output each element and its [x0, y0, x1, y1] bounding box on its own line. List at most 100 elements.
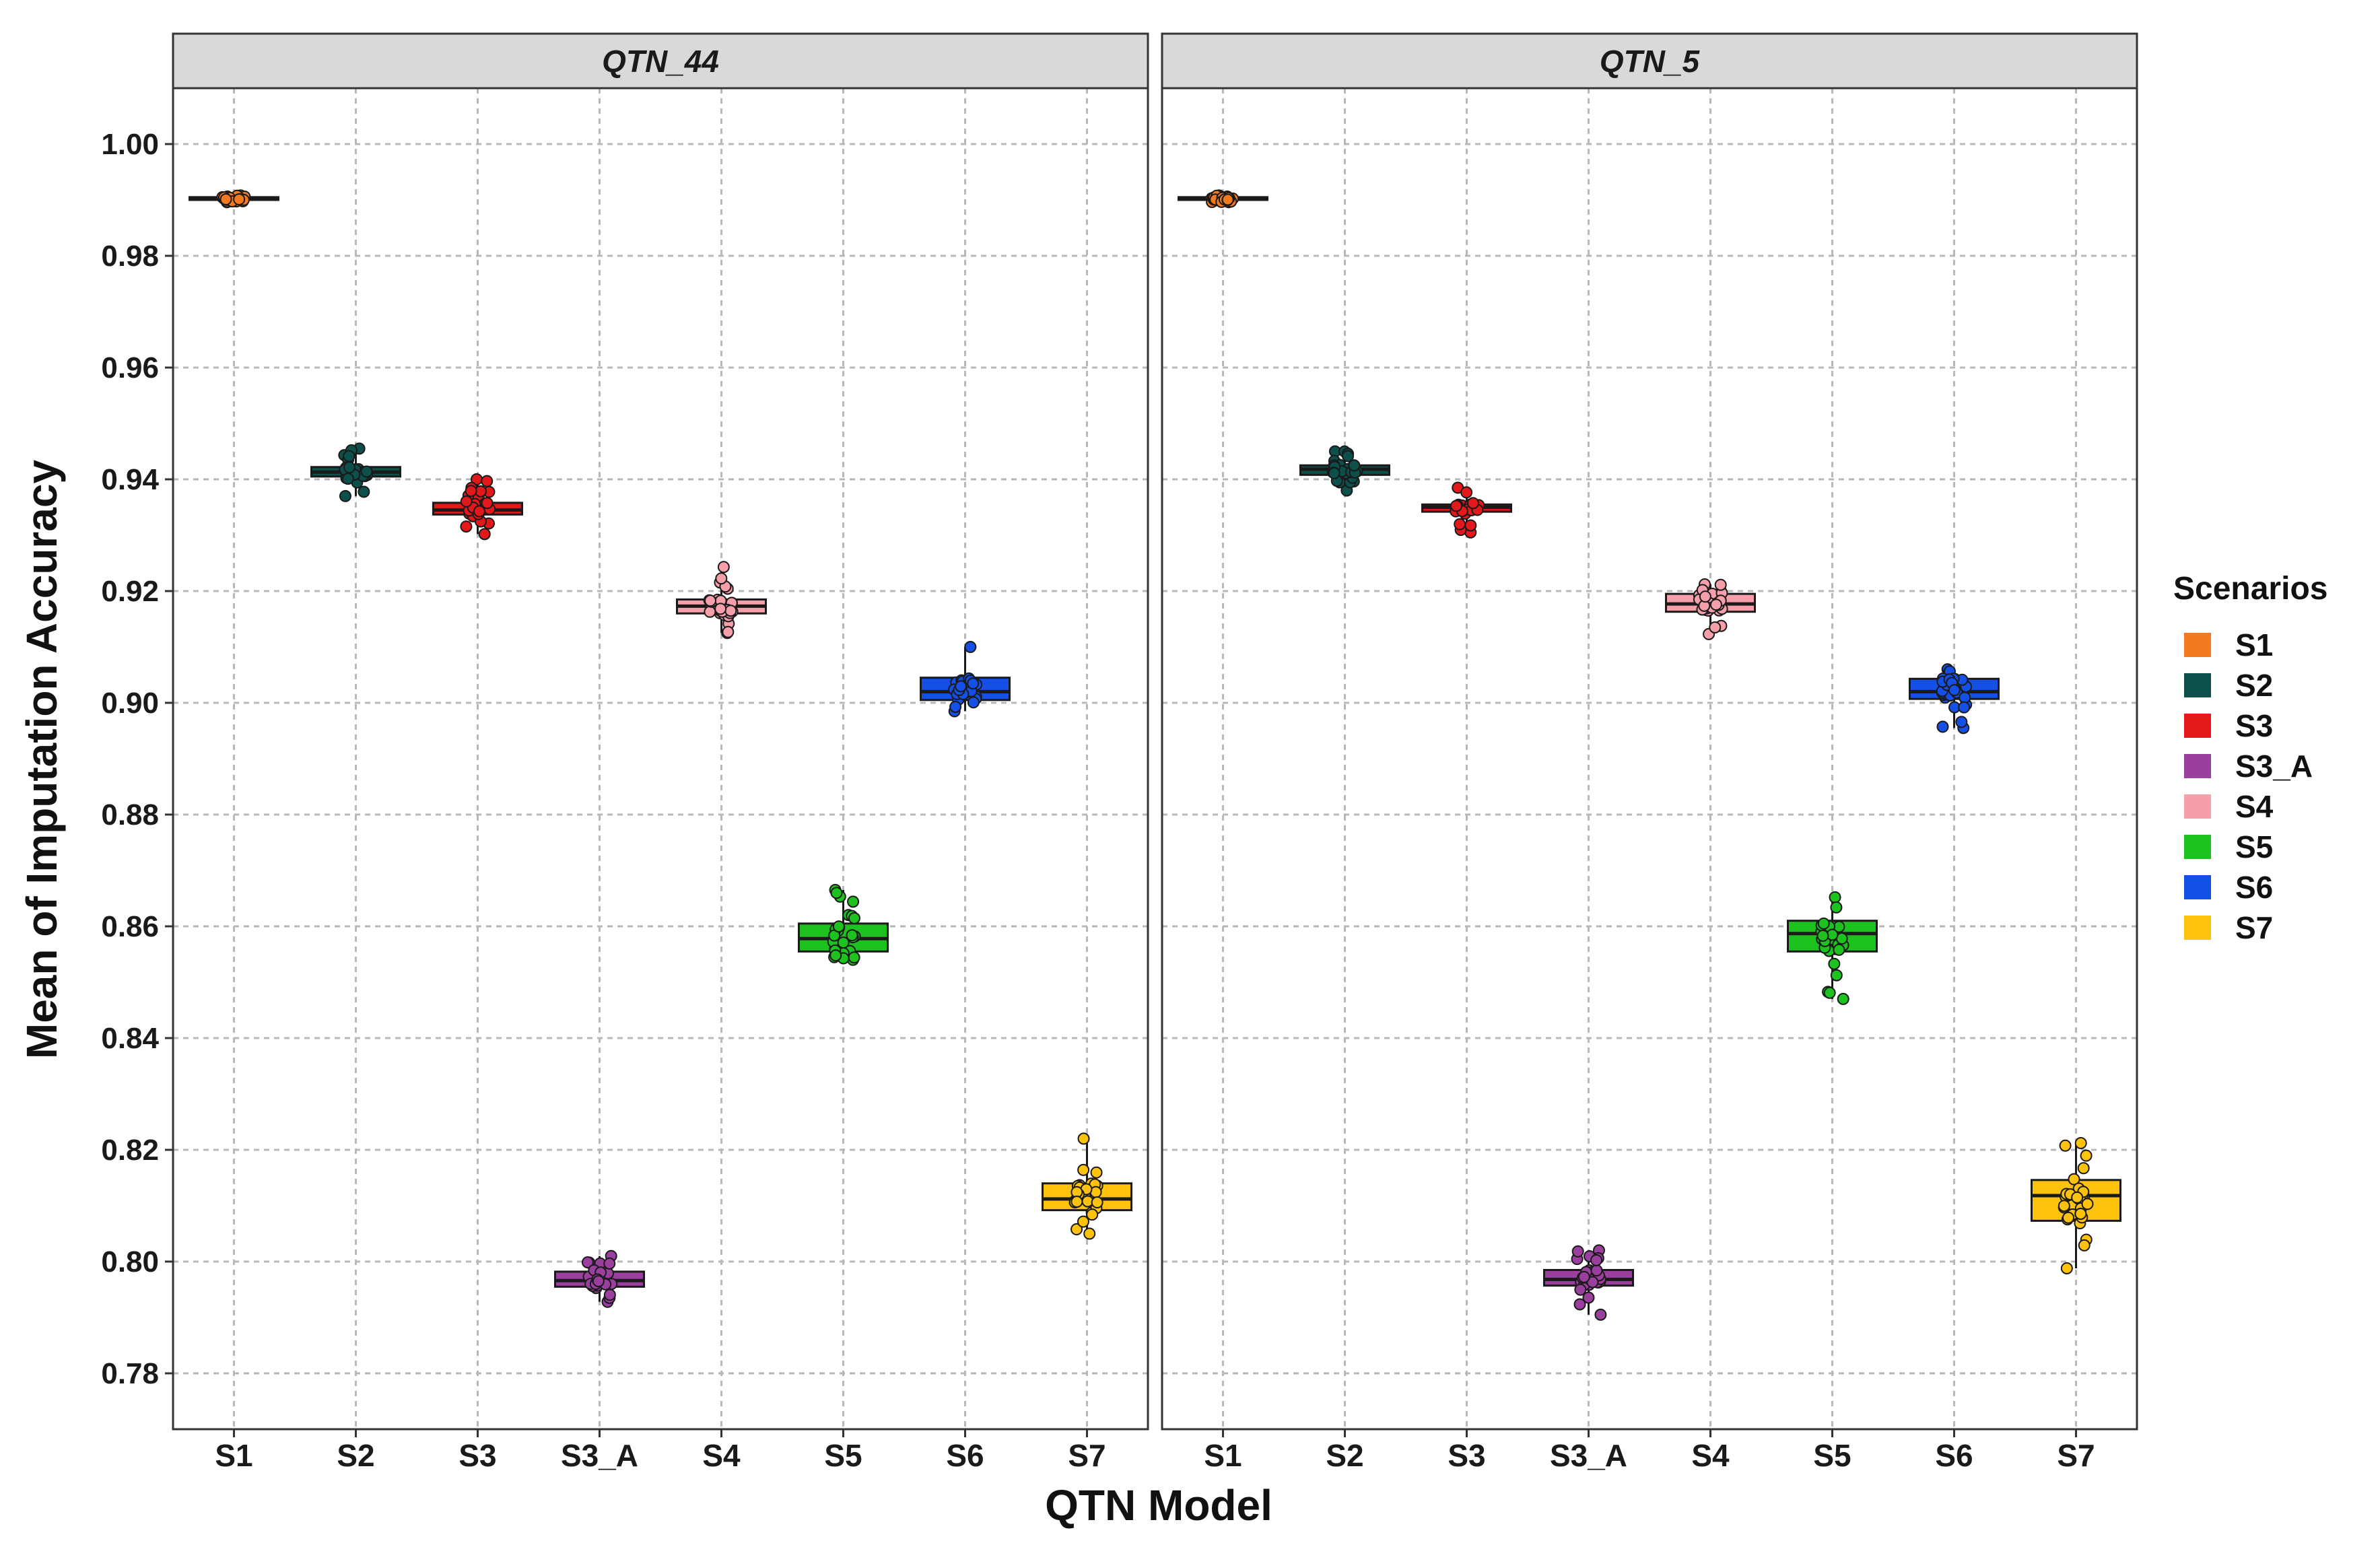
data-point [832, 920, 845, 933]
data-point [1582, 1291, 1595, 1304]
legend-item-s1: S1 [2184, 627, 2273, 662]
data-point [1573, 1298, 1586, 1311]
data-point [2074, 1208, 2087, 1221]
x-tick-label: S6 [946, 1438, 984, 1473]
legend-swatch [2184, 916, 2211, 940]
data-point [360, 465, 373, 478]
data-point [714, 603, 727, 615]
data-point [473, 505, 485, 518]
data-point [2068, 1173, 2080, 1186]
data-point [603, 1257, 616, 1270]
x-tick-label: S4 [1691, 1438, 1730, 1473]
y-axis: 0.78 0.80 0.82 0.84 0.86 0.88 0.90 0.92 0.94 0.96… [101, 128, 173, 1390]
panel-qtn-44: QTN_44 S1 S2 S3 S3_A S4 S5 S6 S7 [172, 32, 1149, 1473]
box-s1 [189, 189, 279, 209]
data-point [1828, 957, 1841, 970]
data-point [1077, 1215, 1089, 1228]
legend-label: S4 [2235, 789, 2274, 824]
data-point [1817, 917, 1830, 930]
box-s5 [798, 884, 889, 966]
plot-area [1162, 88, 2137, 1429]
data-point [2071, 1191, 2084, 1204]
x-tick-label: S3_A [1550, 1438, 1627, 1473]
data-point [581, 1256, 594, 1269]
data-point [704, 605, 716, 618]
data-point [1829, 891, 1841, 903]
data-point [1594, 1308, 1607, 1321]
legend-item-s3: S3 [2184, 708, 2273, 743]
x-tick-label: S7 [2057, 1438, 2095, 1473]
x-tick-label: S3 [1448, 1438, 1485, 1473]
data-point [1077, 1163, 1090, 1176]
data-point [1577, 1270, 1590, 1283]
data-point [1837, 992, 1849, 1005]
data-point [848, 951, 860, 964]
box-s4 [676, 561, 767, 640]
x-tick-label: S6 [1935, 1438, 1973, 1473]
data-point [848, 912, 860, 924]
legend-swatch [2184, 794, 2211, 819]
legend-item-s3-a: S3_A [2184, 749, 2313, 784]
data-point [722, 625, 735, 638]
data-point [339, 489, 351, 502]
legend-label: S5 [2235, 829, 2273, 864]
data-point [1833, 943, 1845, 956]
legend: Scenarios S1 S2 S3 S3_A S4 S5 S6 S7 [2173, 571, 2327, 945]
box-s1 [1178, 189, 1268, 209]
data-point [717, 561, 730, 574]
x-tick-label: S1 [1204, 1438, 1242, 1473]
data-point [1328, 467, 1340, 479]
legend-label: S7 [2235, 910, 2273, 945]
data-point [1086, 1208, 1099, 1221]
data-point [1958, 701, 1971, 714]
y-tick-label: 0.82 [101, 1134, 159, 1167]
data-point [837, 936, 850, 949]
legend-title: Scenarios [2173, 571, 2327, 607]
data-point [1830, 969, 1843, 982]
data-point [1070, 1223, 1083, 1235]
y-tick-label: 0.78 [101, 1357, 159, 1390]
data-point [1823, 986, 1836, 999]
data-point [715, 572, 728, 585]
legend-item-s6: S6 [2184, 870, 2273, 905]
data-point [1090, 1166, 1103, 1179]
data-point [1948, 684, 1961, 697]
data-point [829, 949, 842, 962]
data-point [1348, 459, 1361, 472]
box-s6 [1909, 663, 2000, 734]
x-tick-label: S1 [215, 1438, 252, 1473]
data-point [2081, 1198, 2094, 1210]
y-tick-label: 0.86 [101, 910, 159, 943]
legend-item-s5: S5 [2184, 829, 2273, 864]
data-point [460, 520, 473, 533]
data-point [1709, 621, 1722, 633]
data-point [1714, 578, 1727, 591]
data-point [1460, 486, 1473, 499]
box-s7 [1042, 1132, 1132, 1240]
plot-area [173, 88, 1148, 1429]
legend-label: S3_A [2235, 749, 2313, 784]
data-point [1464, 519, 1477, 532]
x-tick-label: S4 [702, 1438, 741, 1473]
legend-label: S3 [2235, 708, 2273, 743]
y-tick-label: 0.84 [101, 1022, 159, 1055]
y-axis-title: Mean of Imputation Accuracy [18, 459, 66, 1059]
legend-swatch [2184, 835, 2211, 859]
data-point [465, 485, 477, 497]
data-point [341, 473, 354, 485]
data-point [955, 680, 967, 693]
box-s5 [1787, 891, 1878, 1005]
data-point [1590, 1264, 1603, 1277]
legend-swatch [2184, 875, 2211, 899]
y-tick-label: 0.92 [101, 575, 159, 608]
data-point [1571, 1245, 1584, 1258]
x-tick-label: S3 [458, 1438, 496, 1473]
box-s3-a [554, 1249, 645, 1308]
box-s3-a [1543, 1244, 1634, 1321]
data-point [967, 696, 980, 709]
panel-border [1161, 87, 2138, 1431]
data-point [967, 677, 980, 690]
data-point [1709, 598, 1722, 611]
panel-border [172, 87, 1149, 1431]
y-tick-label: 0.96 [101, 351, 159, 384]
